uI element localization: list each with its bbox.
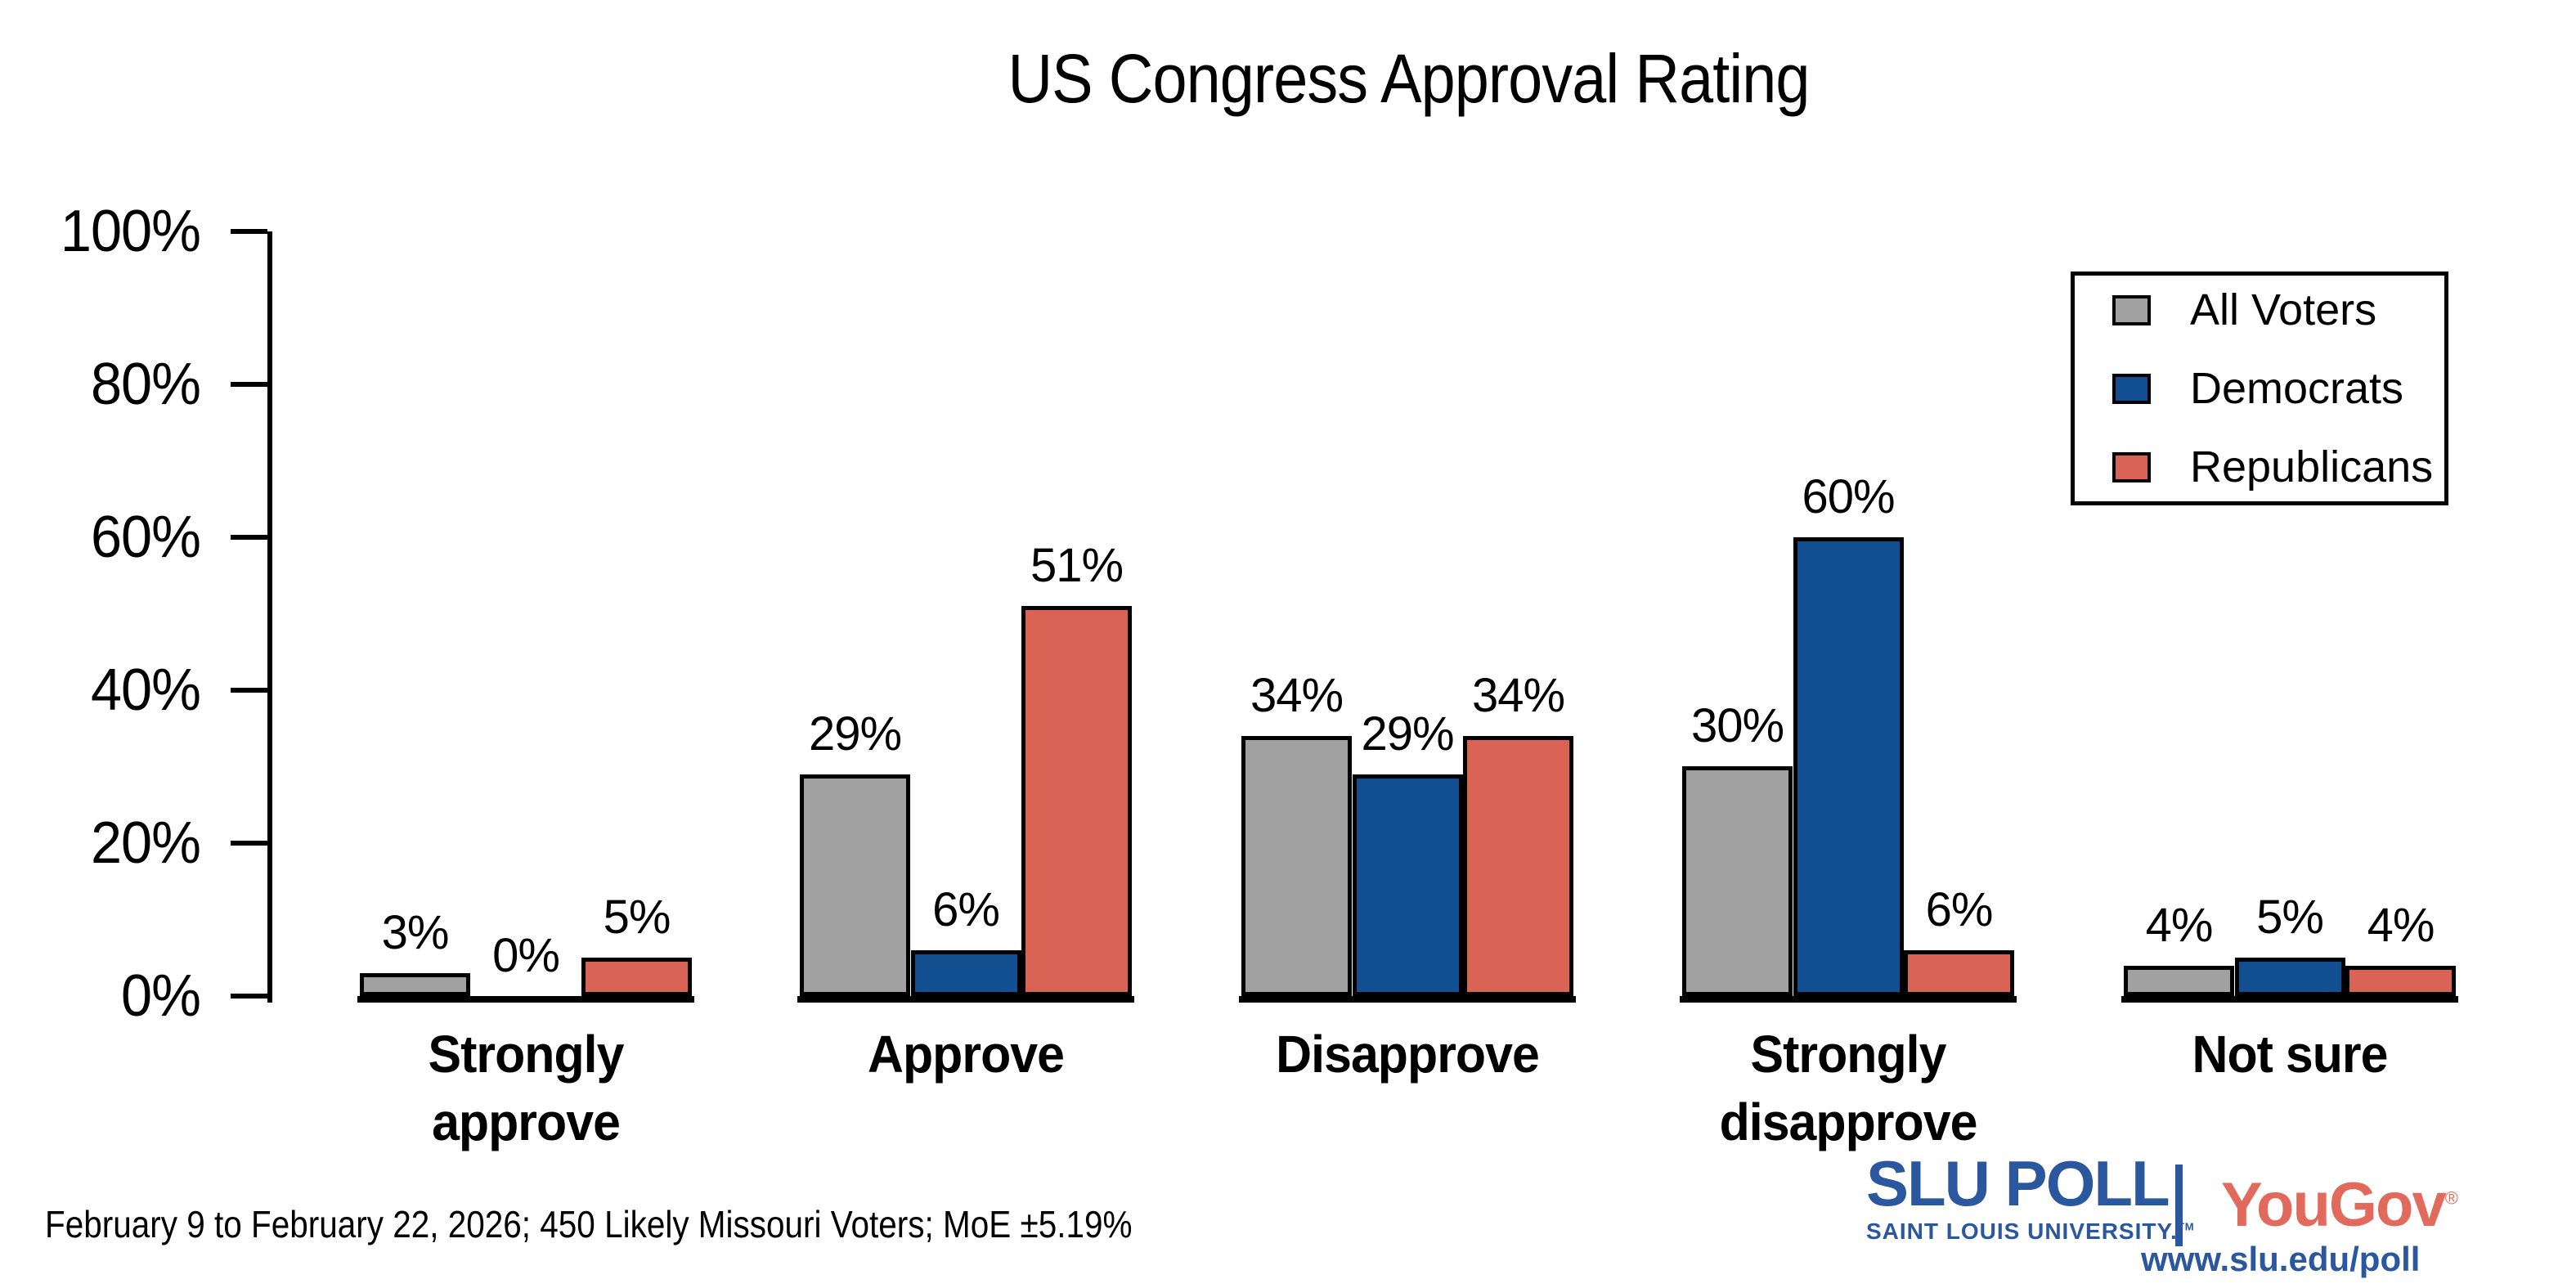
legend-label: All Voters [2190, 285, 2377, 334]
category-label: Disapprove [1276, 1025, 1540, 1084]
y-tick-label: 60% [90, 505, 201, 570]
bar-column: 6% [910, 882, 1021, 996]
bar-value-label: 29% [1361, 707, 1454, 761]
y-tick [231, 688, 267, 693]
bar [910, 950, 1021, 996]
legend-row: Republicans [2112, 442, 2444, 492]
y-axis-line [267, 231, 272, 1003]
footnote: February 9 to February 22, 2026; 450 Lik… [45, 1203, 1133, 1245]
bar-column: 29% [800, 707, 910, 996]
bar [1904, 950, 2014, 996]
bar-value-label: 4% [2145, 899, 2214, 952]
bar-column: 6% [1904, 882, 2014, 996]
category-label: Not sure [2192, 1025, 2388, 1084]
bar-column: 29% [1352, 707, 1463, 996]
legend-swatch [2112, 451, 2151, 482]
bar-column: 4% [2124, 898, 2234, 996]
bar-column: 4% [2345, 898, 2456, 996]
y-tick [231, 994, 267, 999]
bar [1352, 774, 1463, 996]
y-tick [231, 229, 267, 234]
bar-value-label: 60% [1802, 470, 1895, 523]
bar [1793, 537, 1904, 996]
bar-value-label: 5% [2256, 891, 2324, 944]
bar [2124, 966, 2234, 996]
bar-value-label: 6% [1925, 883, 1994, 936]
bar-column: 3% [360, 905, 470, 996]
legend-label: Republicans [2190, 442, 2434, 491]
y-tick-label: 80% [90, 352, 201, 417]
category-label: Approve [868, 1025, 1065, 1084]
chart-title: US Congress Approval Rating [1008, 40, 1810, 117]
category-label: Strongly approve [428, 1025, 625, 1152]
bar-group: 4% 5% 4% Not sure [2121, 231, 2458, 1084]
bar [1463, 736, 1573, 996]
y-tick [231, 382, 267, 387]
legend-swatch [2112, 373, 2151, 404]
y-tick-label: 0% [121, 963, 201, 1029]
baseline [2121, 996, 2458, 1003]
bar [1682, 766, 1793, 996]
bar-column: 34% [1241, 668, 1352, 996]
bar-column: 30% [1682, 698, 1793, 996]
baseline [357, 996, 694, 1003]
bar-value-label: 34% [1471, 669, 1565, 722]
bar [2345, 966, 2456, 996]
y-tick-label: 20% [90, 810, 201, 876]
y-tick [231, 841, 267, 846]
bar [1021, 606, 1132, 996]
legend: All Voters Democrats Republicans [2071, 272, 2448, 505]
bar-column: 5% [581, 890, 692, 996]
bar-column: 51% [1021, 538, 1132, 996]
bar [1241, 736, 1352, 996]
bar-value-label: 29% [808, 707, 902, 761]
bar-value-label: 3% [381, 906, 450, 959]
baseline [1680, 996, 2017, 1003]
baseline [797, 996, 1134, 1003]
y-tick-label: 40% [90, 657, 201, 723]
bar [800, 774, 910, 996]
legend-row: All Voters [2112, 285, 2444, 335]
category-label: Strongly disapprove [1719, 1025, 1978, 1152]
baseline [1239, 996, 1576, 1003]
bar-value-label: 5% [603, 891, 671, 944]
bar-value-label: 4% [2367, 899, 2435, 952]
bar-value-label: 30% [1690, 699, 1784, 752]
bar-group: 3% 0% 5% Strongly approve [357, 231, 694, 1151]
legend-swatch [2112, 294, 2151, 325]
legend-label: Democrats [2190, 364, 2404, 413]
bar [2234, 958, 2345, 996]
bar-column: 0% [471, 928, 581, 996]
bar-group: 29% 6% 51% Approve [797, 231, 1134, 1084]
bar [360, 973, 470, 996]
bar-value-label: 34% [1250, 669, 1344, 722]
bar-value-label: 0% [492, 929, 560, 982]
legend-row: Democrats [2112, 363, 2444, 414]
y-tick [231, 535, 267, 540]
bar-column: 60% [1793, 469, 1904, 996]
bar-value-label: 51% [1030, 539, 1124, 592]
bar [581, 958, 692, 996]
y-tick-label: 100% [60, 199, 201, 264]
bar-value-label: 6% [932, 883, 1000, 936]
bar-group: 30% 60% 6% Strongly disapprove [1680, 231, 2017, 1151]
bar-column: 34% [1463, 668, 1573, 996]
bar-group: 34% 29% 34% Disapprove [1239, 231, 1576, 1084]
bar-column: 5% [2234, 890, 2345, 996]
